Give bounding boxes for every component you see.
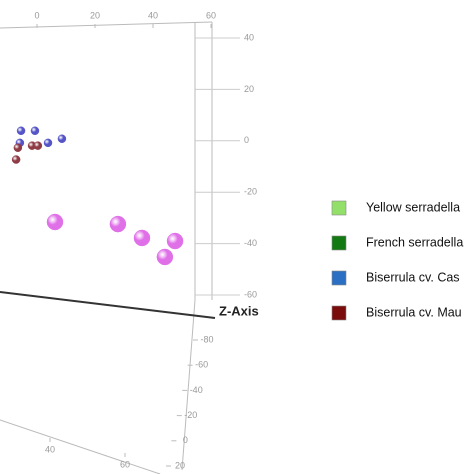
z-tick-label: -80 [200,334,213,344]
y-tick-label: 0 [244,135,249,145]
legend-swatch [331,235,347,251]
x-tick-label: 40 [148,10,158,20]
point [166,232,184,250]
legend-label: Biserrula cv. Cas [366,270,460,284]
z-tick-label: 20 [175,460,185,470]
point [109,215,127,233]
y-tick-label: 20 [244,84,254,94]
legend-label: French serradella [366,235,463,249]
point [30,126,40,136]
point [33,141,43,150]
axis-line [0,291,216,319]
z-tick-label: -20 [184,410,197,420]
x-tick-label: 0 [34,10,39,20]
x-tick-label: 20 [90,10,100,20]
point [133,229,151,247]
y-tick-label: -60 [244,289,257,299]
point [43,138,53,148]
z-tick-label: -40 [190,385,203,395]
frame-line [181,299,196,471]
frame-line [0,419,161,474]
legend-swatch [331,270,347,286]
y-tick-label: -20 [244,187,257,197]
point [57,134,67,143]
y-tick-label: 40 [244,32,254,42]
frame-line [0,21,213,29]
x-front-tick-label: 40 [45,444,55,454]
x-tick-label: 60 [206,10,216,20]
legend-swatch [331,305,347,321]
legend-swatch [331,200,347,216]
legend-label: Yellow serradella [366,200,460,214]
z-tick-label: -60 [195,360,208,370]
y-tick-label: -40 [244,238,257,248]
axis-label: Z-Axis [219,303,259,318]
x-front-tick-label: 60 [120,459,130,469]
point [46,213,64,231]
point [13,143,23,152]
frame [0,21,216,474]
point [156,248,174,266]
z-tick-label: 0 [183,435,188,445]
legend-label: Biserrula cv. Mau [366,305,462,319]
point [11,155,21,164]
point [16,126,26,136]
